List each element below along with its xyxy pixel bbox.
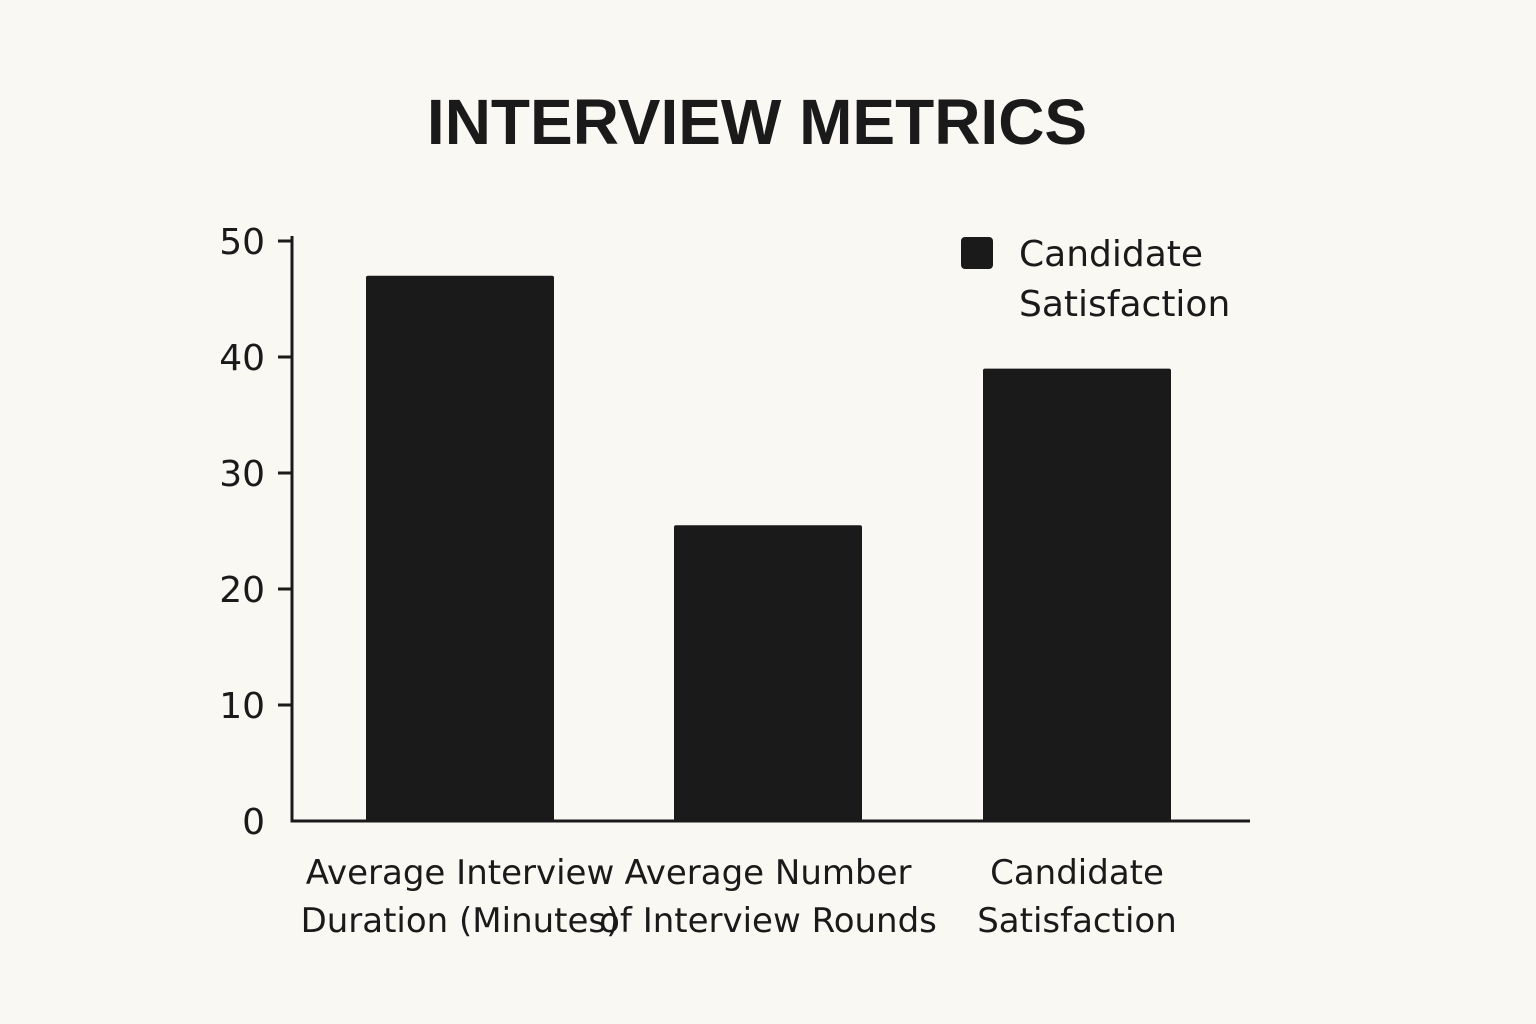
bar-2 [674,525,862,821]
bar-3 [983,368,1171,821]
x-axis-labels: Average Interview Duration (Minutes)Avera… [301,853,1177,941]
chart-title: INTERVIEW METRICS [427,86,1087,158]
legend-swatch [961,237,993,269]
bar-1 [366,275,554,821]
y-tick-label: 40 [219,338,265,379]
y-axis-ticks: 0 10 20 30 40 50 [219,222,292,843]
x-category-label: Satisfaction [977,901,1177,941]
y-tick-label: 20 [219,570,265,611]
x-category-label: Average Interview [306,853,615,893]
x-category-label: of Interview Rounds [599,901,937,941]
y-tick-label: 30 [219,454,265,495]
bars [366,275,1171,821]
legend: Candidate Satisfaction [961,234,1230,325]
x-category-label: Average Number [624,853,911,893]
legend-label: Satisfaction [1019,284,1230,325]
y-tick-label: 0 [242,802,265,843]
x-category-label: Candidate [990,853,1164,893]
y-tick-label: 10 [219,686,265,727]
x-category-label: Duration (Minutes) [301,901,620,941]
legend-label: Candidate [1019,234,1203,275]
y-tick-label: 50 [219,222,265,263]
